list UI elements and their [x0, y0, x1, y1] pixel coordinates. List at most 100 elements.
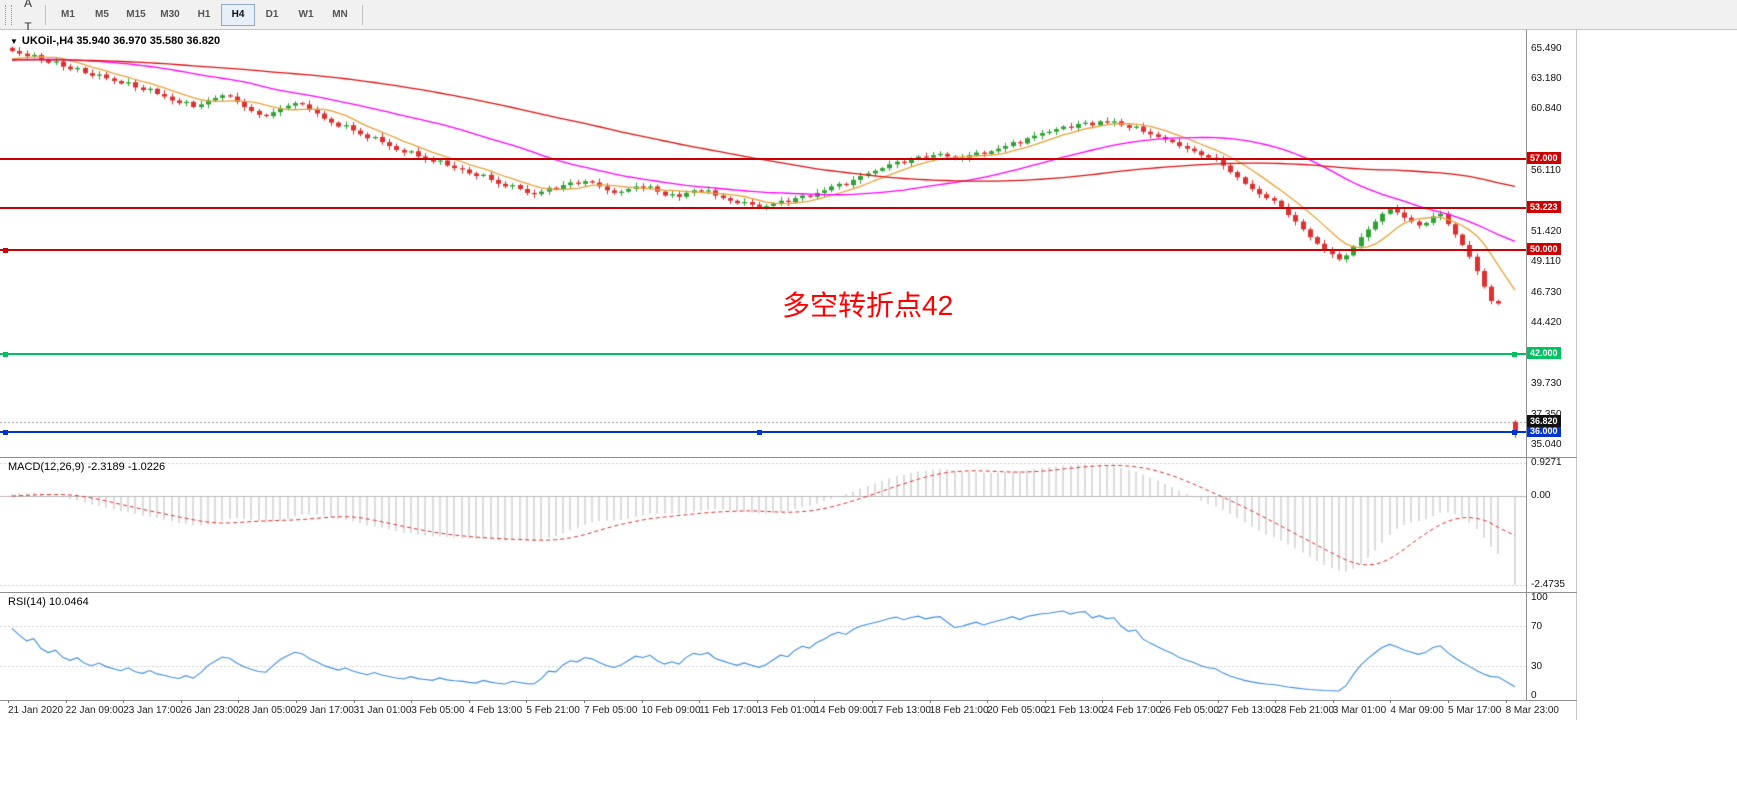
time-axis-label: 31 Jan 01:00: [353, 705, 412, 716]
macd-axis-label: -2.4735: [1531, 579, 1565, 590]
text-tool-button[interactable]: A: [23, 0, 32, 10]
time-axis-label: 3 Feb 05:00: [411, 705, 465, 716]
time-axis-tick: [1044, 700, 1046, 703]
time-axis-tick: [296, 700, 297, 703]
time-axis-label: 5 Mar 17:00: [1448, 705, 1502, 716]
price-axis-label: 44.420: [1531, 316, 1562, 328]
time-axis-label: 3 Mar 01:00: [1332, 705, 1387, 716]
time-axis-label: 4 Feb 13:00: [468, 705, 523, 716]
horizontal-line-36.000[interactable]: [0, 431, 1526, 434]
time-axis-label: 28 Feb 21:00: [1275, 705, 1335, 716]
rsi-axis-label: 70: [1531, 621, 1543, 633]
time-axis-label: 23 Jan 17:00: [123, 705, 182, 716]
timeframe-button-M30[interactable]: M30: [160, 9, 180, 20]
time-axis-label: 17 Feb 13:00: [872, 705, 931, 716]
panel-divider: [0, 700, 1577, 701]
time-axis-tick: [180, 700, 182, 703]
time-axis-tick: [8, 700, 9, 703]
time-axis-tick: [1505, 700, 1507, 703]
line-handle[interactable]: [757, 430, 762, 436]
time-axis-label: 7 Feb 05:00: [584, 705, 638, 716]
time-axis-label: 24 Feb 17:00: [1102, 705, 1162, 716]
time-axis-tick: [872, 700, 873, 703]
timeframe-button-H1[interactable]: H1: [197, 9, 211, 20]
time-axis-tick: [526, 700, 528, 703]
time-axis-label: 22 Jan 09:00: [65, 705, 124, 716]
time-axis-tick: [1217, 700, 1219, 703]
rsi-indicator-canvas[interactable]: [0, 592, 1526, 700]
time-axis-tick: [1448, 700, 1449, 703]
time-axis-label: 29 Jan 17:00: [296, 705, 354, 716]
macd-indicator-label: MACD(12,26,9) -2.3189 -1.0226: [8, 461, 166, 473]
horizontal-line-42.000[interactable]: [0, 353, 1526, 356]
time-axis-label: 21 Feb 13:00: [1044, 705, 1104, 716]
time-axis-tick: [929, 700, 931, 703]
price-scale[interactable]: 65.490 63.180 60.840 56.110 51.420 49.110 46.7…: [1527, 30, 1577, 701]
time-axis-label: 14 Feb 09:00: [814, 705, 874, 716]
price-axis-label: 49.110: [1531, 255, 1561, 267]
time-axis-label: 4 Mar 09:00: [1390, 705, 1444, 716]
price-axis-label: 39.730: [1531, 377, 1562, 389]
time-axis-label: 21 Jan 2020: [8, 705, 64, 716]
line-handle[interactable]: [1512, 352, 1517, 358]
time-axis-tick: [238, 700, 240, 703]
panel-divider[interactable]: [0, 457, 1577, 458]
time-axis[interactable]: 21 Jan 2020 22 Jan 09:00 23 Jan 17:00 26 Ja…: [0, 700, 1577, 720]
line-handle[interactable]: [3, 430, 8, 436]
timeframe-button-M1[interactable]: M1: [61, 9, 75, 20]
price-axis-label: 35.040: [1531, 438, 1562, 450]
time-axis-tick: [987, 700, 989, 703]
price-axis-label: 51.420: [1531, 225, 1562, 237]
rsi-axis-label: 0: [1531, 690, 1537, 701]
time-axis-label: 26 Feb 05:00: [1160, 705, 1219, 716]
timeframe-button-D1[interactable]: D1: [265, 9, 279, 20]
horizontal-line-57.000[interactable]: [0, 158, 1526, 161]
time-axis-label: 18 Feb 21:00: [929, 705, 989, 716]
timeframe-button-M15[interactable]: M15: [126, 9, 146, 20]
toolbar-grip[interactable]: [5, 4, 12, 25]
rsi-indicator-label: RSI(14) 10.0464: [8, 596, 89, 608]
time-axis-label: 13 Feb 01:00: [756, 705, 816, 716]
price-axis-label: 37.350: [1531, 409, 1562, 421]
time-axis-label: 10 Feb 09:00: [641, 705, 701, 716]
time-axis-tick: [756, 700, 758, 703]
price-axis-label: 63.180: [1531, 72, 1562, 84]
macd-axis-label: 0.00: [1531, 490, 1551, 502]
toolbar-separator: [45, 4, 46, 25]
time-axis-tick: [411, 700, 413, 703]
rsi-axis-label: 100: [1531, 592, 1548, 603]
line-handle[interactable]: [3, 352, 8, 358]
time-axis-tick: [468, 700, 470, 703]
time-axis-label: 5 Feb 21:00: [526, 705, 580, 716]
timeframe-toolbar: M1 M5 M15 M30 H1 H4 D1 W1 MN: [51, 3, 357, 26]
price-level-badge: 50.000: [1527, 243, 1561, 256]
chart-annotation[interactable]: 多空转折点42: [782, 290, 954, 321]
timeframe-button-W1[interactable]: W1: [298, 9, 314, 20]
time-axis-label: 20 Feb 05:00: [987, 705, 1047, 716]
horizontal-line-50.000[interactable]: [0, 249, 1526, 252]
chart-dropdown-icon[interactable]: ▼: [10, 37, 18, 46]
label-tool-button[interactable]: T: [24, 19, 32, 34]
horizontal-line-53.223[interactable]: [0, 207, 1526, 210]
time-axis-tick: [1390, 700, 1392, 703]
time-axis-tick: [353, 700, 355, 703]
price-level-badge: 53.223: [1527, 201, 1561, 214]
price-level-badge: 57.000: [1527, 152, 1561, 165]
time-axis-label: 11 Feb 17:00: [699, 705, 758, 716]
panel-divider[interactable]: [0, 592, 1577, 593]
toolbar-separator: [362, 4, 363, 25]
macd-indicator-canvas[interactable]: [0, 457, 1526, 592]
line-handle[interactable]: [3, 248, 8, 254]
price-axis-label: 65.490: [1531, 42, 1562, 54]
timeframe-button-M5[interactable]: M5: [95, 9, 109, 20]
timeframe-button-MN[interactable]: MN: [332, 9, 348, 20]
timeframe-button-H4[interactable]: H4: [221, 3, 255, 26]
time-axis-tick: [1160, 700, 1161, 703]
price-axis-label: 46.730: [1531, 286, 1562, 298]
price-chart-canvas[interactable]: [0, 30, 1526, 457]
chart-title-bar: ▼ UKOil-,H4 35.940 36.970 35.580 36.820: [10, 35, 220, 47]
line-handle[interactable]: [1512, 430, 1517, 436]
price-axis-label: 60.840: [1531, 103, 1562, 115]
time-axis-tick: [584, 700, 585, 703]
